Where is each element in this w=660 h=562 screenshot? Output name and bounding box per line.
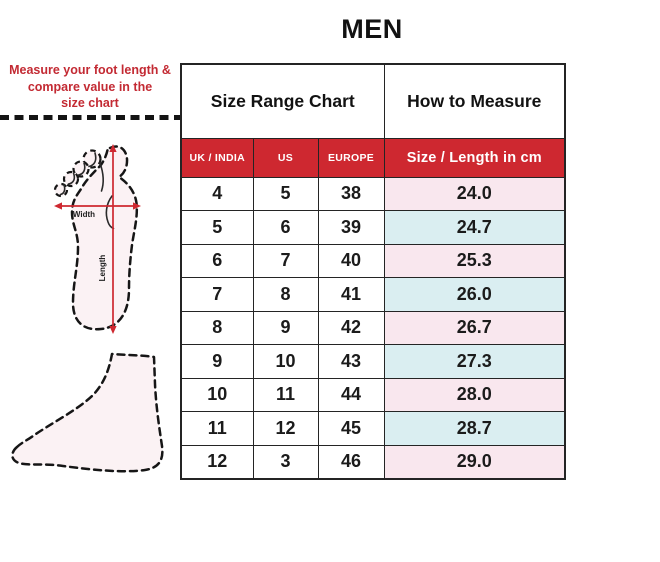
cell-us: 6 xyxy=(252,210,319,245)
cell-us: 3 xyxy=(252,444,319,479)
col-header-us: US xyxy=(252,137,319,178)
column-header-row: UK / INDIA US EUROPE Size / Length in cm xyxy=(180,137,566,178)
col-header-size-length-cm: Size / Length in cm xyxy=(383,137,566,178)
cell-us: 5 xyxy=(252,176,319,211)
dashed-divider-line xyxy=(0,115,182,120)
table-row: 4 5 38 24.0 xyxy=(180,176,566,211)
table-row: 10 11 44 28.0 xyxy=(180,377,566,412)
cell-europe: 42 xyxy=(317,310,385,345)
note-line-3: size chart xyxy=(61,96,119,110)
width-arrow-tip-right xyxy=(133,202,141,210)
cell-uk-india: 9 xyxy=(180,344,254,379)
width-arrow-tip-left xyxy=(54,202,62,210)
cell-length-cm: 29.0 xyxy=(383,444,566,479)
cell-uk-india: 5 xyxy=(180,210,254,245)
cell-us: 10 xyxy=(252,344,319,379)
cell-length-cm: 27.3 xyxy=(383,344,566,379)
col-header-europe: EUROPE xyxy=(317,137,385,178)
toe-icon xyxy=(82,149,102,169)
size-table: Size Range Chart How to Measure UK / IND… xyxy=(180,63,567,480)
table-row: 8 9 42 26.7 xyxy=(180,310,566,345)
cell-us: 8 xyxy=(252,277,319,312)
big-toe-separation-line xyxy=(99,162,105,192)
cell-length-cm: 25.3 xyxy=(383,243,566,278)
cell-europe: 38 xyxy=(317,176,385,211)
cell-length-cm: 26.7 xyxy=(383,310,566,345)
page-title: MEN xyxy=(341,14,403,44)
side-foot-outline xyxy=(11,352,164,473)
header-how-to-measure: How to Measure xyxy=(383,63,566,139)
cell-length-cm: 24.0 xyxy=(383,176,566,211)
cell-europe: 46 xyxy=(317,444,385,479)
cell-uk-india: 8 xyxy=(180,310,254,345)
col-header-uk-india: UK / INDIA xyxy=(180,137,254,178)
footprint-diagram: Width Length xyxy=(53,144,141,334)
measure-instruction-note: Measure your foot length & compare value… xyxy=(3,62,177,112)
size-table-container: Size Range Chart How to Measure UK / IND… xyxy=(180,63,567,480)
table-row: 9 10 43 27.3 xyxy=(180,344,566,379)
cell-europe: 43 xyxy=(317,344,385,379)
cell-length-cm: 28.0 xyxy=(383,377,566,412)
cell-length-cm: 24.7 xyxy=(383,210,566,245)
toe-crease xyxy=(59,184,66,196)
cell-europe: 45 xyxy=(317,411,385,446)
table-row: 11 12 45 28.7 xyxy=(180,411,566,446)
cell-uk-india: 12 xyxy=(180,444,254,479)
cell-uk-india: 4 xyxy=(180,176,254,211)
side-foot-diagram xyxy=(11,352,164,473)
length-arrow-tip-bottom xyxy=(109,326,117,334)
toe-crease xyxy=(88,152,97,168)
table-row: 6 7 40 25.3 xyxy=(180,243,566,278)
length-arrow-tip-top xyxy=(109,144,117,152)
cell-europe: 40 xyxy=(317,243,385,278)
cell-uk-india: 6 xyxy=(180,243,254,278)
cell-uk-india: 7 xyxy=(180,277,254,312)
width-label: Width xyxy=(73,210,95,219)
cell-europe: 41 xyxy=(317,277,385,312)
cell-us: 12 xyxy=(252,411,319,446)
toe-crease xyxy=(67,172,76,185)
cell-us: 11 xyxy=(252,377,319,412)
header-size-range-chart: Size Range Chart xyxy=(180,63,385,139)
note-line-2: compare value in the xyxy=(27,79,153,94)
cell-europe: 39 xyxy=(317,210,385,245)
footprint-outline xyxy=(70,145,139,331)
table-header-row: Size Range Chart How to Measure xyxy=(180,63,566,139)
length-label: Length xyxy=(98,255,107,282)
ball-crease xyxy=(105,195,115,230)
cell-uk-india: 11 xyxy=(180,411,254,446)
table-row: 7 8 41 26.0 xyxy=(180,277,566,312)
cell-uk-india: 10 xyxy=(180,377,254,412)
table-row: 12 3 46 29.0 xyxy=(180,444,566,479)
table-row: 5 6 39 24.7 xyxy=(180,210,566,245)
note-line-1: Measure your foot length & xyxy=(9,63,171,77)
toe-crease xyxy=(77,162,86,176)
cell-us: 7 xyxy=(252,243,319,278)
cell-europe: 44 xyxy=(317,377,385,412)
cell-length-cm: 26.0 xyxy=(383,277,566,312)
cell-length-cm: 28.7 xyxy=(383,411,566,446)
cell-us: 9 xyxy=(252,310,319,345)
